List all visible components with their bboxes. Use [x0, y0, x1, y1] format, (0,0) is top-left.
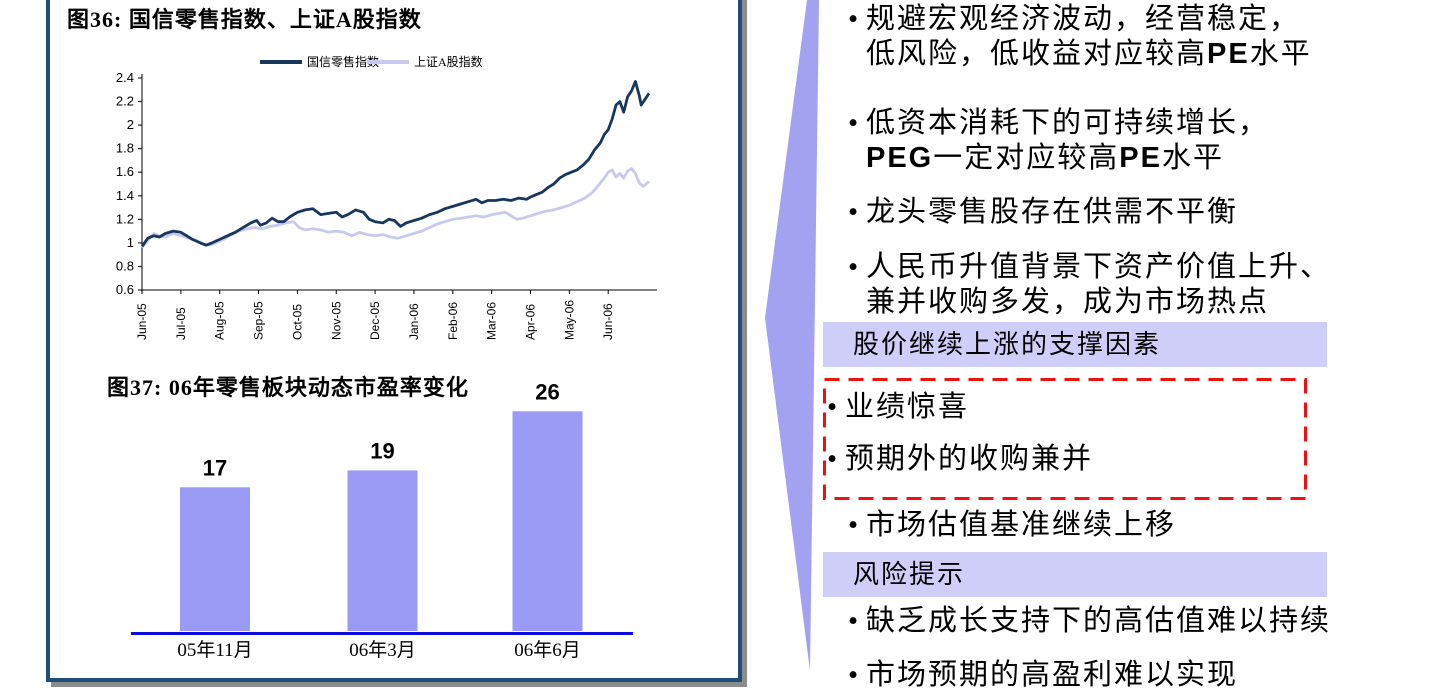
svg-text:Sep-05: Sep-05 — [252, 301, 266, 340]
legend: 国信零售指数 上证A股指数 — [260, 54, 483, 69]
svg-text:Feb-06: Feb-06 — [446, 302, 460, 340]
bar-value-label: 19 — [370, 438, 394, 463]
support-factors-header: 股价继续上涨的支撑因素 — [823, 322, 1327, 367]
svg-text:2.4: 2.4 — [116, 70, 134, 85]
svg-text:2: 2 — [127, 117, 134, 132]
bar — [512, 411, 583, 631]
bullet-text: 业绩惊喜 — [845, 391, 970, 423]
series-上证A股指数 — [140, 167, 650, 249]
series-国信零售指数 — [140, 80, 651, 248]
svg-text:Jul-05: Jul-05 — [174, 307, 188, 340]
svg-text:1.6: 1.6 — [116, 164, 134, 179]
svg-text:2.2: 2.2 — [116, 94, 134, 109]
bullet-marker: • — [827, 443, 840, 475]
fig37-bar-chart: 17 19 26 05年11月 06年3月 06年6月 — [131, 380, 633, 661]
risk-warning-header: 风险提示 — [823, 552, 1327, 597]
fig37-title: 图37: 06年零售板块动态市盈率变化 — [107, 375, 469, 400]
bar — [347, 470, 418, 631]
svg-text:Nov-05: Nov-05 — [329, 301, 343, 340]
bullet-marker: • — [848, 251, 861, 283]
bullet-marker: • — [848, 659, 861, 691]
svg-text:1: 1 — [127, 235, 134, 250]
svg-text:Dec-05: Dec-05 — [368, 301, 382, 340]
svg-text:上证A股指数: 上证A股指数 — [414, 54, 483, 69]
highlight-dashed-box: • 业绩惊喜 • 预期外的收购兼并 — [823, 378, 1307, 500]
category-label: 05年11月 — [177, 639, 252, 661]
bullet-marker: • — [848, 605, 861, 637]
bar-value-label: 17 — [203, 455, 227, 480]
bullet-text: 市场估值基准继续上移 — [866, 509, 1177, 541]
bullet-item: • 预期外的收购兼并 — [827, 442, 1297, 477]
svg-text:Oct-05: Oct-05 — [290, 304, 304, 340]
bullet-item: • 市场预期的高盈利难以实现 — [848, 658, 1434, 693]
bullet-marker: • — [848, 107, 861, 139]
svg-text:Jun-05: Jun-05 — [135, 303, 149, 340]
bullet-item: • 人民币升值背景下资产价值上升、 兼并收购多发，成为市场热点 — [848, 250, 1434, 320]
bar — [180, 487, 250, 631]
bullet-item: • 龙头零售股存在供需不平衡 — [848, 195, 1434, 230]
svg-text:1.4: 1.4 — [116, 188, 134, 203]
svg-text:国信零售指数: 国信零售指数 — [307, 54, 379, 69]
bullet-item: • 规避宏观经济波动，经营稳定， 低风险，低收益对应较高PE水平 — [848, 2, 1434, 72]
bullet-text: 低资本消耗下的可持续增长， PEG一定对应较高PE水平 — [866, 107, 1270, 174]
bullet-text: 龙头零售股存在供需不平衡 — [866, 196, 1239, 228]
bullet-text: 市场预期的高盈利难以实现 — [866, 659, 1239, 691]
bullet-text: 人民币升值背景下资产价值上升、 兼并收购多发，成为市场热点 — [866, 251, 1332, 318]
bullet-text: 预期外的收购兼并 — [845, 443, 1094, 475]
svg-text:1.8: 1.8 — [116, 141, 134, 156]
bullet-marker: • — [848, 509, 861, 541]
category-label: 06年3月 — [349, 639, 416, 661]
bullet-text: 规避宏观经济波动，经营稳定， 低风险，低收益对应较高PE水平 — [866, 3, 1312, 70]
fig36-line-chart: 国信零售指数 上证A股指数2.42.221.81.61.41.210.80.6Ju… — [116, 54, 657, 340]
svg-text:Jan-06: Jan-06 — [407, 303, 421, 340]
left-arrow-shape — [765, 0, 819, 671]
bullet-item: • 低资本消耗下的可持续增长， PEG一定对应较高PE水平 — [848, 106, 1434, 176]
bullet-marker: • — [848, 196, 861, 228]
dashed-border — [823, 378, 1307, 500]
figures-panel: 图36: 国信零售指数、上证A股指数 国信零售指数 上证A股指数 2.4 2.2 2 1.… — [46, 0, 742, 682]
svg-text:Jun-06: Jun-06 — [601, 303, 615, 340]
bullet-marker: • — [827, 391, 840, 423]
fig36-title: 图36: 国信零售指数、上证A股指数 — [67, 7, 422, 32]
svg-text:Apr-06: Apr-06 — [524, 304, 538, 340]
svg-text:0.8: 0.8 — [116, 258, 134, 273]
svg-text:May-06: May-06 — [562, 300, 576, 340]
bullet-item: • 市场估值基准继续上移 — [848, 508, 1434, 543]
svg-text:0.6: 0.6 — [116, 282, 134, 297]
bar-value-label: 26 — [535, 380, 559, 404]
svg-text:Aug-05: Aug-05 — [213, 301, 227, 340]
category-label: 06年6月 — [514, 639, 581, 661]
bullet-item: • 业绩惊喜 — [827, 390, 1297, 425]
bullet-item: • 缺乏成长支持下的高估值难以持续 — [848, 604, 1434, 639]
svg-text:Mar-06: Mar-06 — [485, 302, 499, 340]
bullet-text: 缺乏成长支持下的高估值难以持续 — [866, 605, 1332, 637]
svg-text:1.2: 1.2 — [116, 211, 134, 226]
bullet-marker: • — [848, 3, 861, 35]
